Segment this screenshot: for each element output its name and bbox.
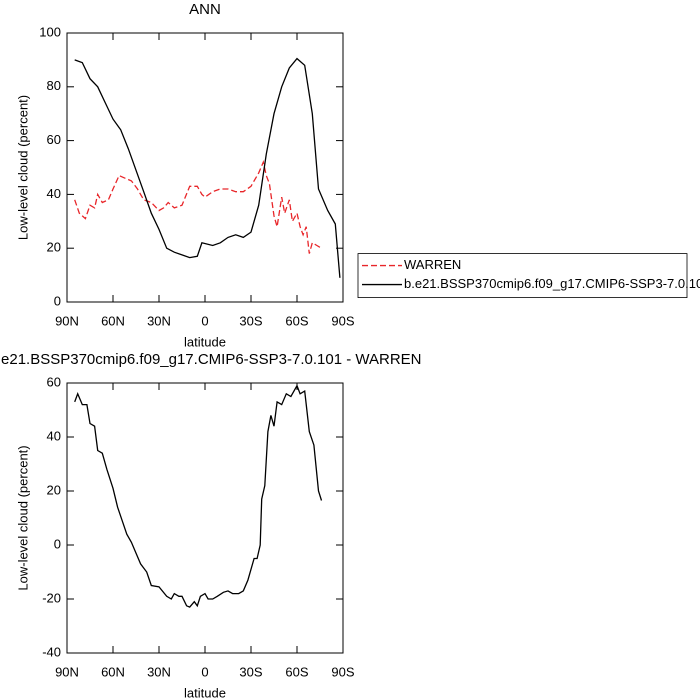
- y-tick-label: 40: [47, 428, 61, 443]
- y-tick-label: 20: [47, 240, 61, 255]
- plot-frame: [66, 382, 344, 654]
- x-tick-label: 60S: [285, 313, 308, 328]
- x-axis-label: latitude: [184, 334, 226, 349]
- data-line: [74, 159, 322, 254]
- x-tick-label: 30N: [147, 664, 171, 679]
- x-tick-label: 90S: [331, 313, 354, 328]
- x-tick-label: 90N: [55, 313, 79, 328]
- x-tick-label: 60N: [101, 313, 125, 328]
- chart-title: ANN: [189, 1, 221, 18]
- y-tick-label: 40: [47, 186, 61, 201]
- x-tick-label: 30N: [147, 313, 171, 328]
- x-tick-label: 0: [201, 664, 208, 679]
- y-tick-label: 0: [54, 536, 61, 551]
- x-axis-label: latitude: [184, 685, 226, 700]
- y-tick-label: 80: [47, 78, 61, 93]
- x-tick-label: 30S: [239, 664, 262, 679]
- y-tick-label: 60: [47, 374, 61, 389]
- x-tick-label: 30S: [239, 313, 262, 328]
- y-tick-label: 20: [47, 482, 61, 497]
- y-axis-label: Low-level cloud (percent): [15, 445, 30, 590]
- data-line: [74, 57, 341, 278]
- x-tick-label: 0: [201, 313, 208, 328]
- y-tick-label: -40: [42, 644, 61, 659]
- y-tick-label: 0: [54, 293, 61, 308]
- legend-label: WARREN: [404, 257, 461, 272]
- plot-frame: [66, 32, 344, 303]
- data-line: [74, 384, 323, 608]
- x-tick-label: 90S: [331, 664, 354, 679]
- x-tick-label: 60S: [285, 664, 308, 679]
- y-tick-label: -20: [42, 590, 61, 605]
- y-axis-label: Low-level cloud (percent): [15, 95, 30, 240]
- chart-title: b.e21.BSSP370cmip6.f09_g17.CMIP6-SSP3-7.…: [0, 351, 422, 368]
- legend-label: b.e21.BSSP370cmip6.f09_g17.CMIP6-SSP3-7.…: [404, 276, 700, 291]
- y-tick-label: 60: [47, 132, 61, 147]
- y-tick-label: 100: [39, 24, 61, 39]
- x-tick-label: 60N: [101, 664, 125, 679]
- legend-box: [357, 253, 688, 298]
- x-tick-label: 90N: [55, 664, 79, 679]
